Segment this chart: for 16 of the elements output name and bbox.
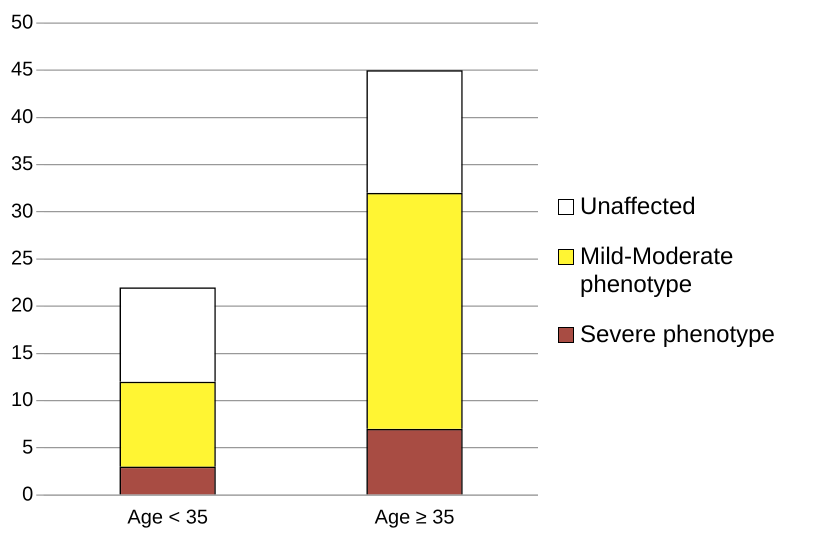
y-tick-label: 25 xyxy=(10,248,34,270)
y-tick-label: 10 xyxy=(10,389,34,412)
text: Unaffected xyxy=(580,192,696,220)
legend-label: Mild-Moderate phenotype xyxy=(580,242,734,298)
y-tick-label: 40 xyxy=(10,106,34,128)
y-tick-label: 5 xyxy=(22,436,34,458)
y-tick-label: 15 xyxy=(10,342,34,364)
legend-label: Severe phenotype xyxy=(580,320,775,348)
y-tick-label: 45 xyxy=(10,58,34,81)
y-tick-label: 35 xyxy=(10,153,34,176)
y-tick-label: 30 xyxy=(10,200,34,222)
x-tick-label: Age ≥ 35 xyxy=(374,506,455,529)
y-tick-label: 0 xyxy=(22,484,34,506)
y-tick-label: 20 xyxy=(10,294,34,317)
y-tick-label: 50 xyxy=(10,12,34,34)
x-tick-label: Age < 35 xyxy=(127,506,208,529)
